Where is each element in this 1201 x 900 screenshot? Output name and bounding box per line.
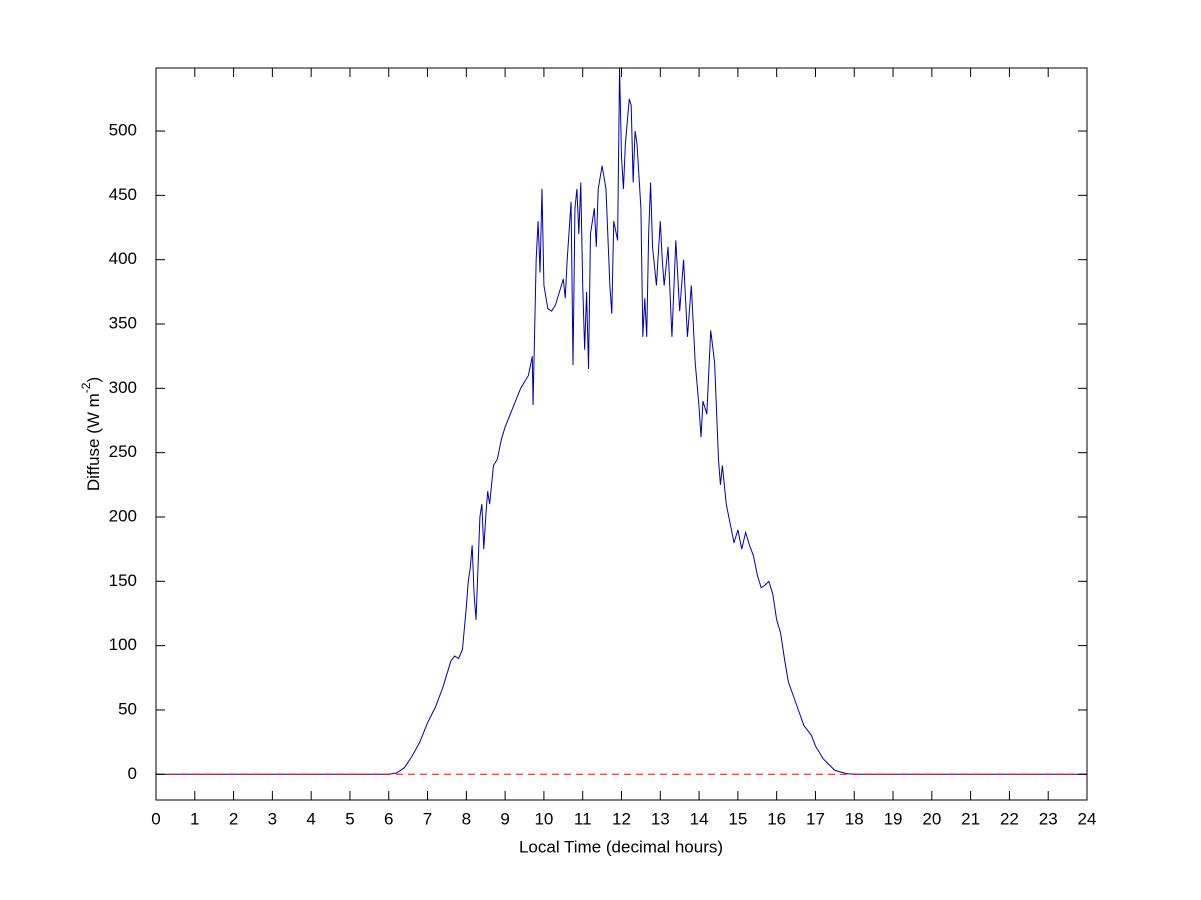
x-tick-label: 13 [651, 809, 670, 828]
x-tick-label: 5 [345, 809, 354, 828]
x-axis-label: Local Time (decimal hours) [519, 837, 723, 856]
y-tick-label: 200 [109, 506, 137, 525]
x-tick-label: 15 [728, 809, 747, 828]
x-tick-label: 10 [534, 809, 553, 828]
x-tick-label: 18 [845, 809, 864, 828]
y-tick-label: 150 [109, 571, 137, 590]
x-tick-label: 22 [1000, 809, 1019, 828]
x-tick-label: 23 [1039, 809, 1058, 828]
y-tick-label: 50 [118, 699, 137, 718]
y-tick-label: 100 [109, 635, 137, 654]
x-tick-label: 14 [690, 809, 709, 828]
x-tick-label: 20 [922, 809, 941, 828]
y-label-end: ) [84, 377, 103, 383]
y-tick-label: 0 [128, 764, 137, 783]
x-tick-label: 3 [268, 809, 277, 828]
y-tick-label: 450 [109, 185, 137, 204]
y-tick-label: 250 [109, 442, 137, 461]
x-tick-label: 24 [1078, 809, 1097, 828]
y-tick-label: 350 [109, 313, 137, 332]
x-tick-label: 11 [574, 809, 592, 828]
y-label-sup: -2 [79, 382, 93, 393]
x-tick-label: 1 [190, 809, 199, 828]
data-line [156, 67, 1087, 775]
x-tick-label: 17 [806, 809, 825, 828]
y-tick-label: 300 [109, 378, 137, 397]
y-tick-label: 400 [109, 249, 137, 268]
y-tick-label: 500 [109, 121, 137, 140]
y-label-text: Diffuse (W m [84, 393, 103, 491]
x-tick-label: 6 [384, 809, 393, 828]
x-tick-label: 4 [306, 809, 315, 828]
y-axis-label: Diffuse (W m-2) [79, 377, 103, 491]
x-tick-label: 7 [423, 809, 432, 828]
x-tick-label: 16 [767, 809, 786, 828]
x-tick-label: 2 [229, 809, 238, 828]
x-tick-label: 12 [612, 809, 631, 828]
x-tick-label: 0 [151, 809, 160, 828]
x-tick-label: 19 [884, 809, 903, 828]
x-tick-label: 21 [961, 809, 980, 828]
x-tick-label: 9 [500, 809, 509, 828]
x-tick-label: 8 [462, 809, 471, 828]
